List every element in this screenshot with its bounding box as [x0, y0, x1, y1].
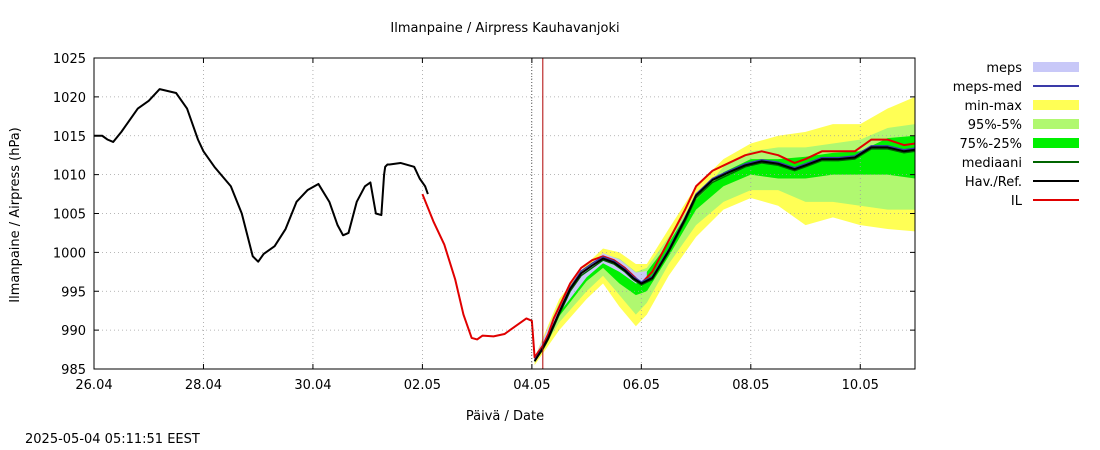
legend-swatch-95-5 [1033, 119, 1079, 129]
legend-label-min-max: min-max [964, 99, 1022, 114]
x-axis-label: Päivä / Date [466, 409, 544, 424]
series-hav-ref [94, 88, 429, 263]
y-tick-label: 1005 [53, 208, 86, 223]
legend: meps meps-med min-max 95%-5% 75%-25% mediaani… [953, 61, 1079, 209]
band-95-5 [534, 124, 915, 363]
legend-label-mediaani: mediaani [962, 156, 1022, 171]
legend-label-meps-med: meps-med [953, 80, 1022, 95]
x-tick-label: 06.05 [623, 378, 660, 393]
legend-swatch-min-max [1033, 100, 1079, 110]
x-tick-label: 28.04 [185, 378, 222, 393]
legend-label-il: IL [1011, 194, 1023, 209]
y-axis-ticks: 985 990 995 1000 1005 1010 1015 1020 1025 [53, 52, 915, 378]
series-il [421, 138, 916, 359]
band-75-25 [534, 135, 915, 363]
x-tick-label: 30.04 [294, 378, 331, 393]
x-tick-label: 08.05 [732, 378, 769, 393]
chart-title: Ilmanpaine / Airpress Kauhavanjoki [390, 21, 619, 36]
grid [94, 58, 915, 369]
x-tick-label: 04.05 [513, 378, 550, 393]
legend-label-meps: meps [986, 61, 1022, 76]
y-tick-label: 1000 [53, 246, 86, 261]
legend-label-95-5: 95%-5% [968, 118, 1022, 133]
now-marker-layer [531, 58, 544, 369]
y-tick-label: 1025 [53, 52, 86, 67]
x-tick-label: 10.05 [842, 378, 879, 393]
series-hav-ref-forecast [533, 146, 916, 362]
y-axis-label: Ilmanpaine / Airpress (hPa) [8, 127, 23, 302]
x-tick-label: 02.05 [404, 378, 441, 393]
legend-label-75-25: 75%-25% [960, 137, 1022, 152]
y-tick-label: 1010 [53, 169, 86, 184]
y-tick-label: 1015 [53, 130, 86, 145]
legend-swatch-75-25 [1033, 138, 1079, 148]
timestamp: 2025-05-04 05:11:51 EEST [25, 432, 200, 447]
y-tick-label: 995 [61, 285, 86, 300]
legend-label-hav-ref: Hav./Ref. [965, 175, 1022, 190]
legend-swatch-meps [1033, 62, 1079, 72]
x-tick-label: 26.04 [75, 378, 112, 393]
series-lines [94, 88, 916, 362]
y-tick-label: 1020 [53, 91, 86, 106]
y-tick-label: 985 [61, 363, 86, 378]
y-tick-label: 990 [61, 324, 86, 339]
x-axis-ticks: 26.04 28.04 30.04 02.05 04.05 06.05 08.05 10.05 [75, 58, 879, 393]
confidence-bands [534, 96, 915, 366]
